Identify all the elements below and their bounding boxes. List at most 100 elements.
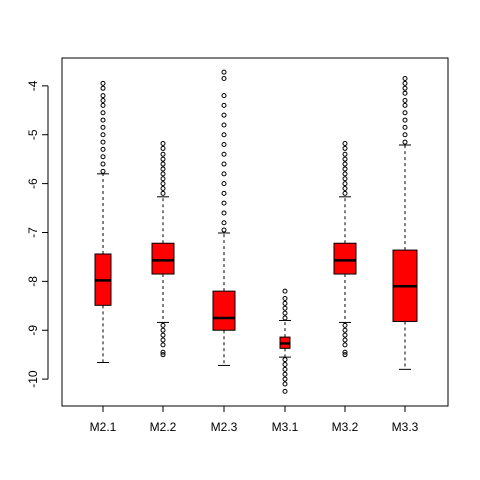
outlier (221, 171, 227, 177)
outlier (342, 166, 348, 172)
plot-frame (61, 57, 449, 407)
outlier (282, 288, 288, 294)
outlier (160, 322, 166, 328)
outlier (282, 357, 288, 363)
x-tick-label: M3.3 (392, 420, 419, 434)
outlier (342, 349, 348, 355)
outlier (342, 342, 348, 348)
outlier (221, 181, 227, 187)
outlier (100, 146, 106, 152)
outlier (282, 388, 288, 394)
outlier (342, 151, 348, 157)
outlier (402, 132, 408, 138)
outlier (342, 141, 348, 147)
outlier (221, 142, 227, 148)
outlier (282, 305, 288, 311)
outlier (342, 176, 348, 182)
outlier (342, 332, 348, 338)
outlier (282, 295, 288, 301)
outlier (342, 181, 348, 187)
outlier (342, 327, 348, 333)
outlier (100, 139, 106, 145)
outlier (160, 349, 166, 355)
outlier (282, 315, 288, 321)
outlier (100, 117, 106, 123)
outlier (221, 132, 227, 138)
outlier (100, 110, 106, 116)
outlier (221, 122, 227, 128)
y-tick-label: -10 (26, 370, 40, 388)
outlier (160, 156, 166, 162)
outlier (282, 366, 288, 372)
outlier (221, 190, 227, 196)
outlier (160, 145, 166, 151)
outlier (282, 300, 288, 306)
outlier (221, 161, 227, 167)
outlier (282, 310, 288, 316)
outlier (100, 98, 106, 104)
y-tick-label: -6 (26, 178, 40, 189)
outlier (160, 186, 166, 191)
outlier (282, 376, 288, 382)
outlier (160, 166, 166, 172)
outlier (342, 352, 348, 358)
outlier (342, 190, 348, 196)
outlier (282, 371, 288, 377)
outlier (100, 93, 106, 99)
outlier (160, 332, 166, 338)
outlier (402, 124, 408, 130)
outlier (402, 139, 408, 145)
x-tick-label: M3.1 (272, 420, 299, 434)
outlier (100, 85, 106, 91)
outlier (342, 156, 348, 162)
outlier (221, 93, 227, 99)
x-tick-label: M2.1 (90, 420, 117, 434)
outlier (100, 168, 106, 174)
outlier (160, 161, 166, 167)
outlier (160, 176, 166, 182)
outlier (221, 151, 227, 157)
y-tick-label: -8 (26, 276, 40, 287)
outlier (282, 361, 288, 367)
outlier (160, 337, 166, 343)
outlier (160, 342, 166, 348)
outlier (402, 98, 408, 104)
x-tick-label: M3.2 (332, 420, 359, 434)
outlier (100, 161, 106, 167)
outlier (100, 154, 106, 160)
outlier (402, 117, 408, 123)
outlier (342, 145, 348, 151)
outlier (221, 200, 227, 206)
outlier (342, 186, 348, 191)
outlier (402, 102, 408, 108)
box (333, 242, 357, 275)
box (151, 242, 175, 275)
outlier (402, 76, 408, 82)
outlier (160, 151, 166, 157)
outlier (221, 69, 227, 75)
outlier (402, 90, 408, 96)
x-tick-label: M2.2 (150, 420, 177, 434)
outlier (221, 227, 227, 233)
outlier (221, 76, 227, 82)
outlier (160, 352, 166, 358)
outlier (342, 161, 348, 167)
outlier (100, 124, 106, 130)
outlier (402, 80, 408, 86)
outlier (221, 210, 227, 216)
outlier (342, 337, 348, 343)
outlier (282, 381, 288, 387)
outlier (402, 85, 408, 91)
outlier (100, 102, 106, 108)
outlier (221, 112, 227, 118)
y-tick-label: -9 (26, 325, 40, 336)
x-tick-label: M2.3 (211, 420, 238, 434)
outlier (342, 322, 348, 328)
outlier (160, 171, 166, 177)
outlier (100, 132, 106, 138)
outlier (160, 141, 166, 147)
outlier (221, 220, 227, 226)
outlier (160, 327, 166, 333)
y-tick-label: -7 (26, 227, 40, 238)
